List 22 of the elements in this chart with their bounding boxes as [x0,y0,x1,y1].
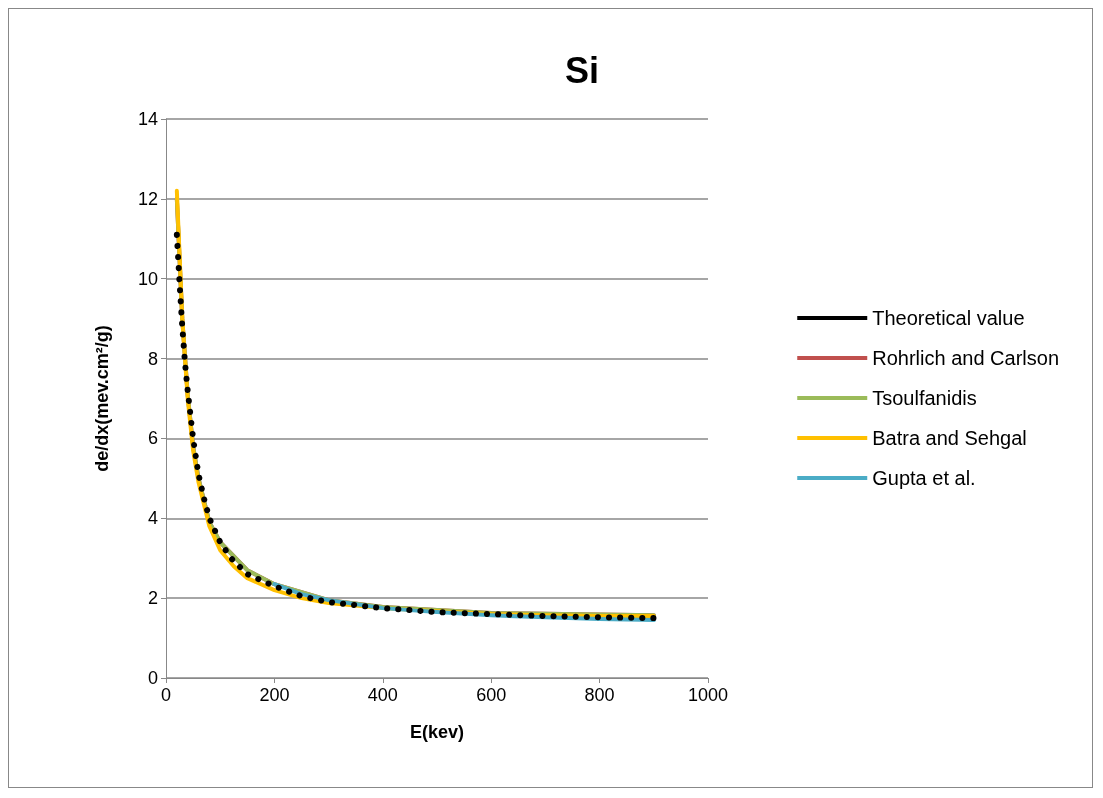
y-tick-label: 0 [147,668,158,688]
x-tick-label: 1000 [687,685,729,705]
legend-label: Tsoulfanidis [872,387,977,409]
chart-title: Si [564,49,600,91]
y-tick-label: 10 [137,268,158,289]
x-tick-label: 800 [584,685,615,705]
x-tick-label: 600 [476,685,507,705]
y-tick-label: 12 [137,188,158,209]
x-tick-label: 0 [160,685,172,705]
y-tick-label: 6 [147,428,158,449]
y-tick-label: 14 [137,109,158,129]
legend-label: Batra and Sehgal [872,427,1027,449]
x-tick-label: 200 [259,685,290,705]
x-tick-label: 400 [367,685,398,705]
y-axis-title: de/dx(mev.cm²/g) [92,325,112,472]
y-tick-label: 2 [147,588,158,609]
legend-label: Theoretical value [872,307,1025,329]
y-tick-label: 4 [147,508,158,529]
x-axis-title: E(kev) [409,722,465,742]
y-tick-label: 8 [147,348,158,369]
legend-label: Gupta et al. [872,467,976,489]
legend-label: Rohrlich and Carlson [872,347,1060,369]
